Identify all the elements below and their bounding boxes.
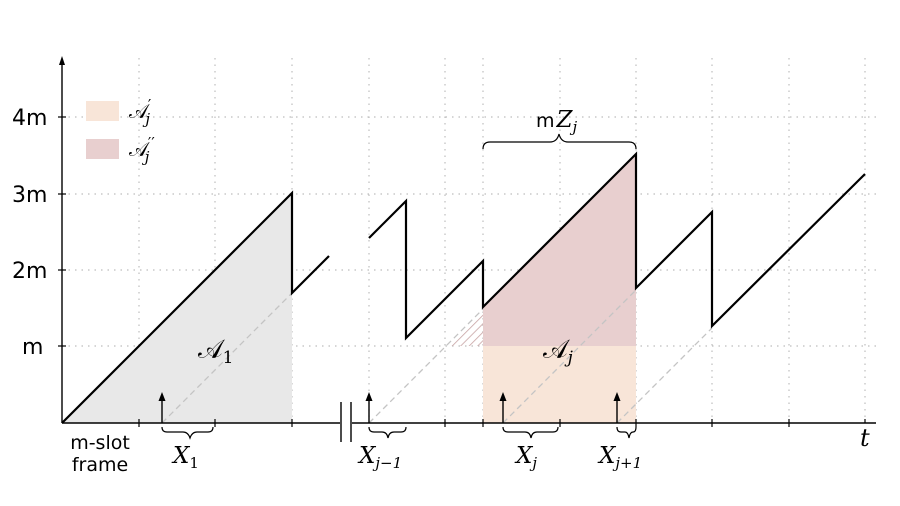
y-tick-label: 4m: [12, 106, 47, 131]
legend-aj-double-prime-symbol: 𝒜: [129, 137, 150, 161]
brace-top-label: mZj: [536, 107, 578, 136]
arrow-up-icon: [499, 392, 507, 401]
legend-aj-prime-prime: ′: [148, 96, 152, 114]
area-aj-symbol: 𝒜: [543, 335, 570, 365]
area-aj-label: 𝒜j: [543, 335, 574, 368]
legend-aj-prime-sub: j: [142, 110, 150, 128]
x-label-xj-var: X: [514, 443, 534, 469]
legend-swatch-aj-double-prime: [86, 139, 119, 159]
x-label-xj-sub: j: [529, 454, 537, 472]
hatched-triangle: [445, 308, 483, 346]
arrow-up-icon: [158, 392, 166, 401]
brace-top-sub: j: [570, 118, 578, 136]
legend: 𝒜′ j 𝒜′′ j: [86, 96, 155, 166]
y-ticks: [58, 116, 66, 347]
brace-top-prefix: m: [536, 110, 555, 132]
frame-label-line-1: m-slot: [70, 432, 130, 454]
x-braces: [161, 426, 637, 440]
x-label-xj+1-var: X: [597, 443, 617, 469]
legend-aj-prime-symbol: 𝒜: [129, 99, 150, 123]
arrow-up-icon: [365, 392, 373, 401]
x-label-xj+1: Xj+1: [597, 443, 642, 472]
dashed-lines: [161, 289, 713, 424]
axis-break: [340, 402, 352, 442]
top-brace: [482, 133, 637, 150]
age-curve: [61, 151, 866, 424]
y-tick-labels: m 2m 3m 4m: [12, 106, 47, 360]
arrow-up-icon: [613, 392, 621, 401]
y-tick-label: 3m: [12, 183, 47, 208]
legend-swatch-aj-prime: [86, 101, 119, 121]
x-ticks: [138, 419, 866, 427]
arrival-arrows: [161, 399, 618, 423]
y-tick-label: m: [22, 335, 43, 360]
x-label-x1: X1: [171, 443, 199, 472]
x-label-xj+1-sub: j+1: [612, 454, 642, 472]
x-label-xj-1: Xj−1: [357, 443, 402, 472]
x-label-xj-1-sub: j−1: [372, 454, 402, 472]
x-label-xj: Xj: [514, 443, 537, 472]
x-label-x1-var: X: [171, 443, 191, 469]
area-a1-sub: 1: [223, 348, 234, 368]
frame-label-line-2: frame: [72, 454, 128, 476]
area-a1-label: 𝒜1: [198, 335, 233, 368]
svg-text:𝒜′′j: 𝒜′′ j: [129, 134, 155, 166]
x-axis-label: t: [860, 424, 870, 452]
svg-text:𝒜′j: 𝒜′ j: [129, 96, 152, 128]
y-axis-arrowhead: [59, 56, 65, 65]
area-aj-double-prime-fill: [483, 154, 636, 346]
area-aj-sub: j: [564, 348, 574, 368]
x-label-xj-1-var: X: [357, 443, 377, 469]
y-tick-label: 2m: [12, 259, 47, 284]
area-a1-symbol: 𝒜: [198, 335, 225, 365]
area-aj-prime-fill: [483, 346, 636, 423]
x-label-x1-sub: 1: [189, 454, 199, 472]
legend-aj-double-prime-sub: j: [142, 148, 150, 166]
legend-aj-double-prime-prime: ′′: [148, 134, 155, 152]
brace-top-var: Z: [556, 107, 574, 133]
